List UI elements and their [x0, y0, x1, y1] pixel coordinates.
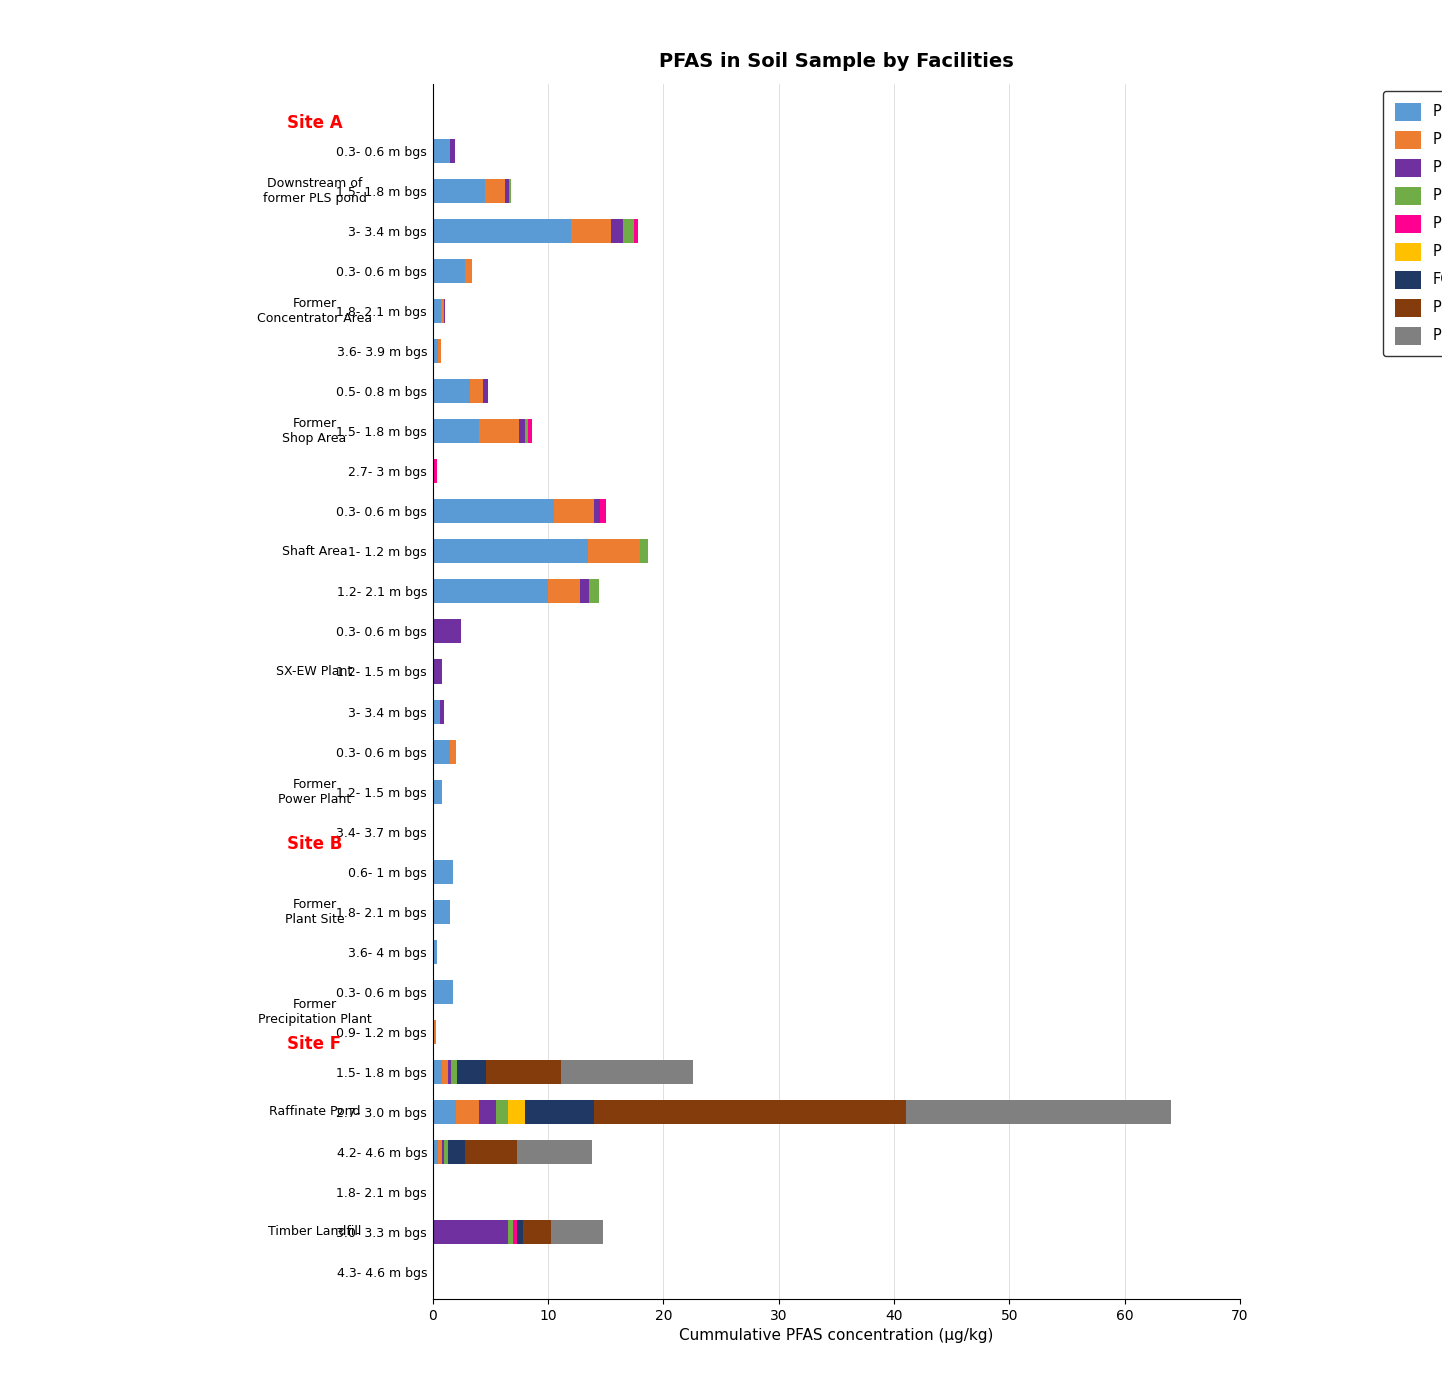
Bar [433, 1099, 456, 1123]
Bar [441, 299, 444, 323]
Text: Shaft Area: Shaft Area [281, 545, 348, 557]
Bar [433, 859, 453, 884]
Bar [479, 1099, 496, 1123]
Bar [438, 1140, 441, 1164]
Bar [440, 700, 444, 724]
Bar [456, 1099, 479, 1123]
Bar [513, 1220, 516, 1243]
Bar [433, 419, 479, 443]
Bar [450, 739, 456, 764]
Bar [444, 1140, 447, 1164]
Bar [519, 419, 525, 443]
Bar [516, 1140, 591, 1164]
Bar [433, 1060, 441, 1084]
Legend: PFBS, PFBA, PFHxS, PFHxA, PFPeA, PFHpA, FOSA, PFOS, PFOA: PFBS, PFBA, PFHxS, PFHxA, PFPeA, PFHpA, … [1383, 91, 1442, 356]
Text: Timber Landfill: Timber Landfill [268, 1225, 362, 1239]
Bar [548, 580, 580, 604]
Bar [505, 179, 509, 203]
Bar [528, 419, 532, 443]
Bar [496, 1099, 508, 1123]
Bar [433, 379, 470, 404]
Bar [906, 1099, 1171, 1123]
Bar [571, 219, 611, 243]
Text: Site A: Site A [287, 115, 342, 133]
Bar [483, 379, 487, 404]
Bar [457, 1060, 486, 1084]
Text: Former
Concentrator Area: Former Concentrator Area [257, 298, 372, 326]
Bar [433, 1140, 438, 1164]
Text: Former
Precipitation Plant: Former Precipitation Plant [258, 997, 372, 1025]
Bar [433, 539, 588, 563]
Bar [464, 1140, 516, 1164]
Bar [485, 179, 505, 203]
Bar [433, 979, 453, 1004]
Bar [551, 1220, 603, 1243]
Bar [433, 900, 450, 923]
Bar [509, 179, 510, 203]
Bar [554, 499, 594, 524]
Text: Site F: Site F [287, 1035, 342, 1053]
Bar [447, 1140, 464, 1164]
Text: Former
Power Plant: Former Power Plant [278, 778, 352, 806]
Bar [508, 1099, 525, 1123]
Bar [433, 940, 437, 964]
Bar [438, 339, 441, 363]
Bar [594, 1099, 906, 1123]
Bar [525, 419, 528, 443]
Bar [623, 219, 634, 243]
Text: Downstream of
former PLS pond: Downstream of former PLS pond [262, 177, 366, 205]
Bar [433, 499, 554, 524]
Bar [580, 580, 590, 604]
Bar [433, 339, 438, 363]
Bar [433, 260, 464, 284]
Bar [451, 1060, 457, 1084]
Bar [433, 299, 441, 323]
Bar [433, 780, 441, 803]
Text: SX-EW Plant: SX-EW Plant [277, 665, 353, 678]
Bar [600, 499, 606, 524]
X-axis label: Cummulative PFAS concentration (µg/kg): Cummulative PFAS concentration (µg/kg) [679, 1329, 994, 1344]
Bar [433, 619, 461, 644]
Bar [634, 219, 637, 243]
Bar [516, 1220, 522, 1243]
Bar [441, 1060, 447, 1084]
Bar [433, 219, 571, 243]
Bar [479, 419, 519, 443]
Bar [640, 539, 649, 563]
Bar [588, 539, 640, 563]
Text: Raffinate Pond: Raffinate Pond [268, 1105, 360, 1119]
Bar [464, 260, 472, 284]
Bar [470, 379, 483, 404]
Text: Site B: Site B [287, 834, 342, 852]
Bar [433, 140, 450, 163]
Bar [441, 1140, 444, 1164]
Title: PFAS in Soil Sample by Facilities: PFAS in Soil Sample by Facilities [659, 52, 1014, 71]
Bar [433, 179, 485, 203]
Bar [433, 1020, 435, 1044]
Bar [433, 580, 548, 604]
Bar [486, 1060, 561, 1084]
Bar [433, 460, 437, 483]
Bar [525, 1099, 594, 1123]
Bar [433, 1220, 508, 1243]
Bar [433, 700, 440, 724]
Bar [433, 659, 441, 683]
Bar [450, 140, 454, 163]
Bar [433, 739, 450, 764]
Bar [447, 1060, 451, 1084]
Bar [508, 1220, 513, 1243]
Bar [561, 1060, 694, 1084]
Bar [522, 1220, 551, 1243]
Bar [611, 219, 623, 243]
Text: Former
Shop Area: Former Shop Area [283, 418, 346, 446]
Text: Former
Plant Site: Former Plant Site [284, 898, 345, 926]
Bar [594, 499, 600, 524]
Bar [590, 580, 598, 604]
